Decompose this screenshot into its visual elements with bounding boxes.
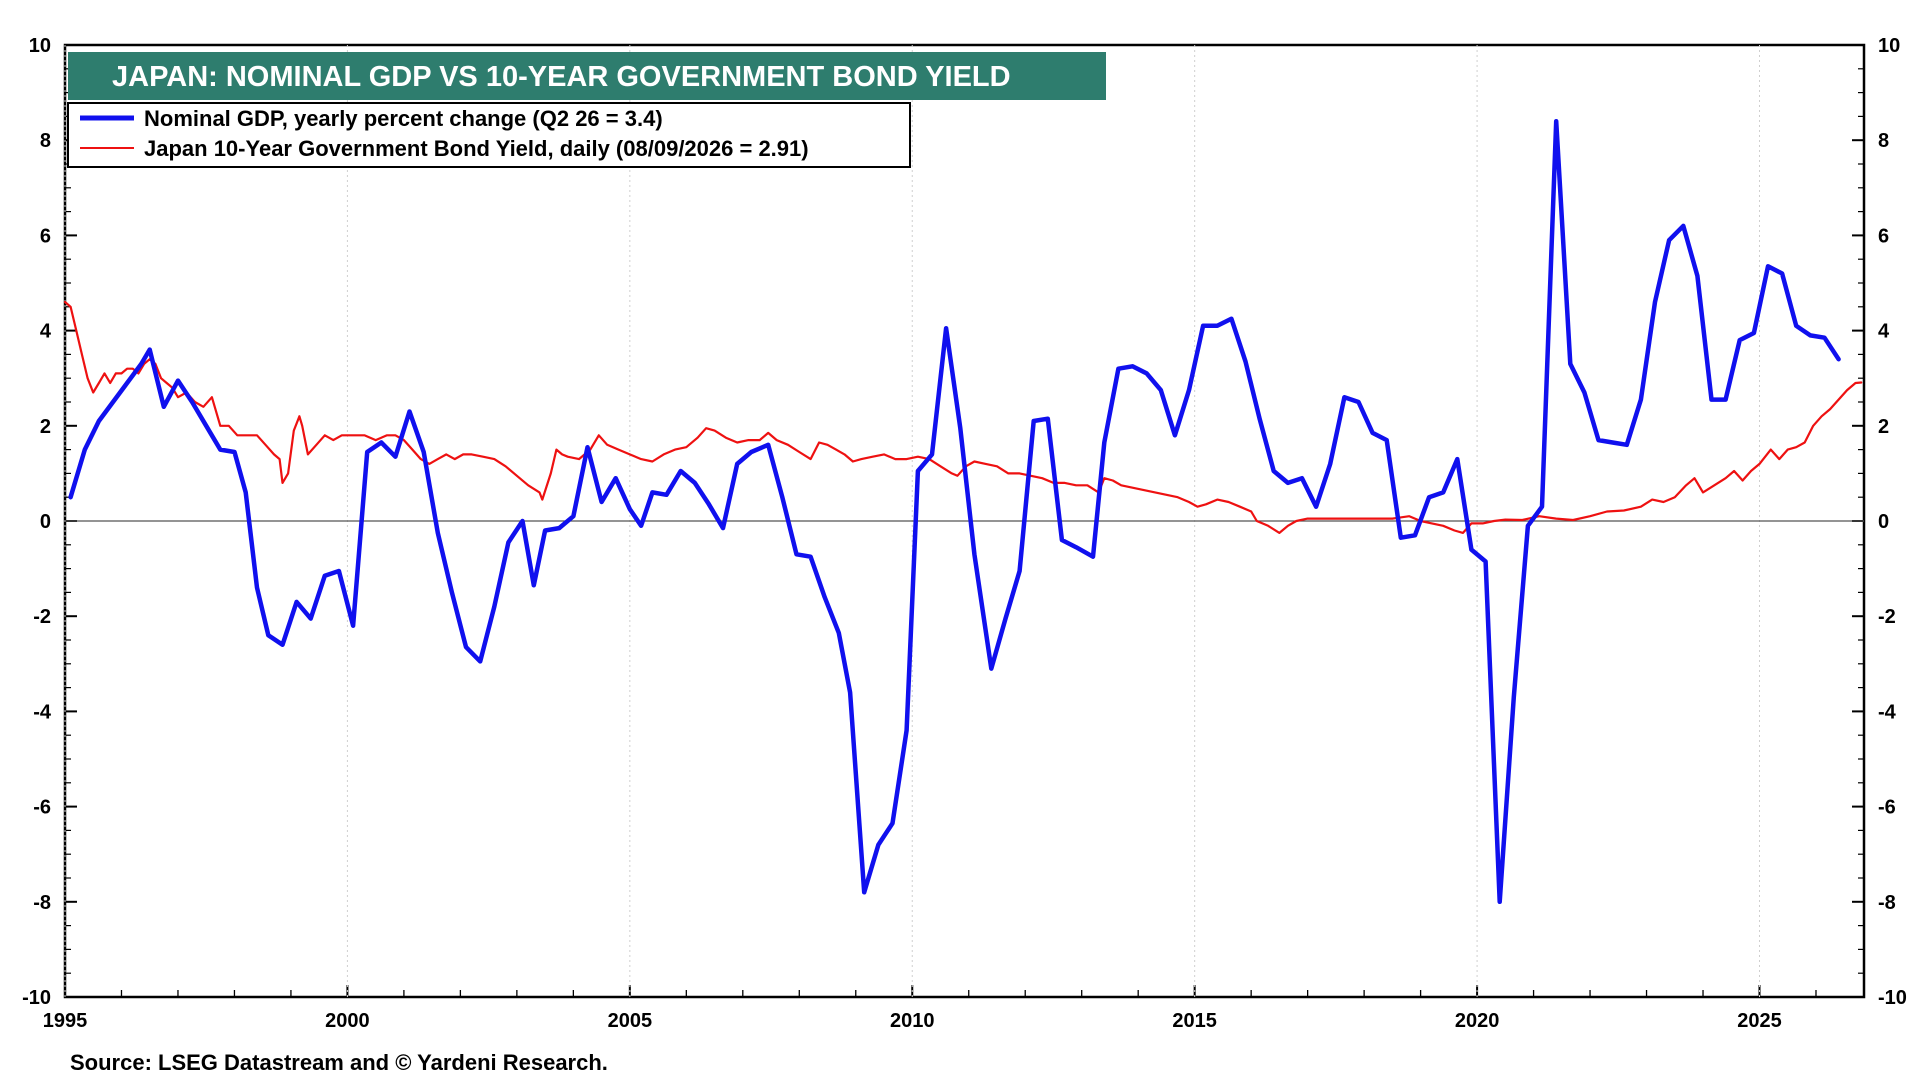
x-tick-label: 1995 — [43, 1010, 88, 1032]
x-tick-label: 2025 — [1737, 1010, 1782, 1032]
y-tick-label-right: -10 — [1878, 987, 1907, 1009]
x-tick-label: 2015 — [1172, 1010, 1217, 1032]
y-tick-label-right: -8 — [1878, 892, 1896, 914]
y-tick-label-left: 6 — [40, 225, 51, 247]
y-tick-label-right: 8 — [1878, 130, 1889, 152]
legend-gdp-label: Nominal GDP, yearly percent change (Q2 2… — [144, 106, 663, 131]
x-tick-label: 2010 — [890, 1010, 935, 1032]
y-tick-label-right: 6 — [1878, 225, 1889, 247]
y-tick-label-left: 8 — [40, 130, 51, 152]
x-tick-label: 2020 — [1455, 1010, 1500, 1032]
chart-title: JAPAN: NOMINAL GDP VS 10-YEAR GOVERNMENT… — [112, 61, 1011, 93]
y-tick-label-right: -2 — [1878, 606, 1896, 628]
legend-yield-label: Japan 10-Year Government Bond Yield, dai… — [144, 136, 809, 161]
legend: Nominal GDP, yearly percent change (Q2 2… — [67, 102, 911, 168]
y-tick-label-right: -6 — [1878, 797, 1896, 819]
y-tick-label-right: 2 — [1878, 416, 1889, 438]
y-tick-label-left: 4 — [40, 321, 52, 343]
y-tick-label-left: 2 — [40, 416, 51, 438]
y-tick-label-left: -8 — [33, 892, 51, 914]
y-tick-label-right: -4 — [1878, 701, 1897, 723]
y-tick-label-left: 10 — [29, 35, 51, 57]
source-note: Source: LSEG Datastream and © Yardeni Re… — [70, 1050, 608, 1075]
series-lines — [63, 118, 1863, 905]
y-tick-label-left: -6 — [33, 797, 51, 819]
series-line-gdp — [68, 118, 1841, 905]
series-line-yield — [63, 300, 1863, 534]
y-tick-label-right: 0 — [1878, 511, 1889, 533]
y-tick-label-left: -4 — [33, 701, 52, 723]
title-box: JAPAN: NOMINAL GDP VS 10-YEAR GOVERNMENT… — [68, 52, 1106, 100]
y-tick-label-left: -2 — [33, 606, 51, 628]
x-tick-label: 2005 — [608, 1010, 653, 1032]
y-tick-label-left: 0 — [40, 511, 51, 533]
y-tick-label-right: 4 — [1878, 321, 1890, 343]
axes: -10 -10 -8 -8 -6 -6 -4 -4 -2 -2 0 0 2 2 4 4 6 6 8 8 10 10 1995… — [22, 35, 1907, 1032]
y-tick-label-left: -10 — [22, 987, 51, 1009]
x-tick-label: 2000 — [325, 1010, 370, 1032]
y-tick-label-right: 10 — [1878, 35, 1900, 57]
